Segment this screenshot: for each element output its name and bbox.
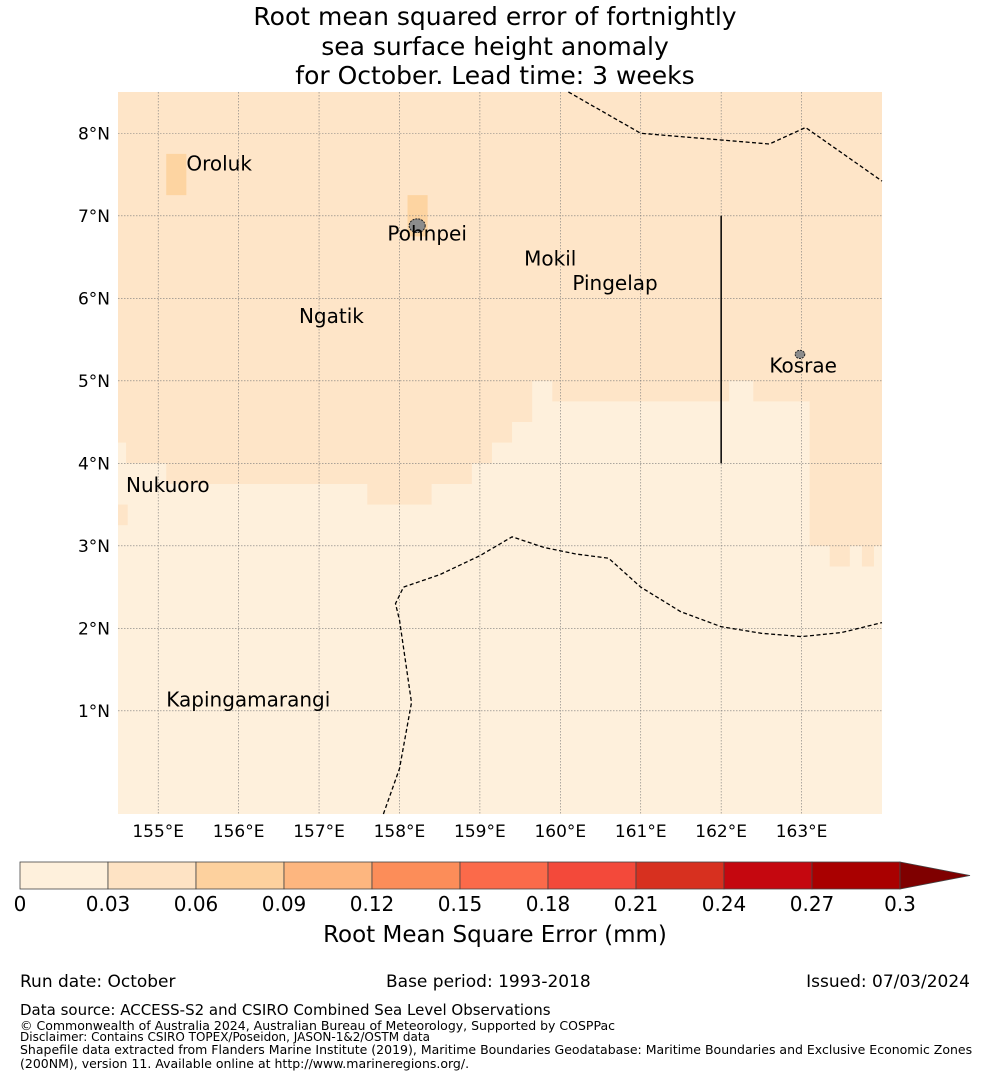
colorbar-swatch (107, 861, 197, 890)
colorbar-ticks: 0 0.03 0.06 0.09 0.12 0.15 0.18 0.21 0.24 0.27 0.3 (14, 892, 916, 916)
colorbar-swatch (459, 861, 549, 890)
lat-tick-label: 7°N (78, 207, 110, 227)
colorbar-swatch (547, 861, 637, 890)
lon-tick-label: 161°E (615, 822, 667, 842)
map-axis-ticks: 8°N 7°N 6°N 5°N 4°N 3°N 2°N 1°N 155°E 156°E 157°E 1… (78, 124, 827, 842)
lon-tick-label: 158°E (374, 822, 426, 842)
colorbar-swatch (635, 861, 725, 890)
lat-tick-label: 4°N (78, 454, 110, 474)
lon-tick-label: 155°E (132, 822, 184, 842)
lat-tick-label: 5°N (78, 372, 110, 392)
colorbar-swatch (283, 861, 373, 890)
shapefile-credit-line-1: Shapefile data extracted from Flanders M… (20, 1042, 973, 1057)
lon-tick-label: 162°E (695, 822, 747, 842)
place-label-kosrae: Kosrae (769, 354, 837, 378)
lat-tick-label: 1°N (78, 702, 110, 722)
colorbar-tick-label: 0.09 (262, 892, 307, 916)
map-boundaries (382, 91, 883, 815)
colorbar-swatch (195, 861, 285, 890)
map-field (118, 92, 882, 814)
lat-tick-label: 3°N (78, 537, 110, 557)
lat-tick-label: 6°N (78, 289, 110, 309)
base-period: Base period: 1993-2018 (386, 972, 591, 992)
lat-tick-label: 2°N (78, 619, 110, 639)
colorbar-tick-label: 0 (14, 892, 27, 916)
data-source: Data source: ACCESS-S2 and CSIRO Combine… (20, 1001, 551, 1019)
lon-tick-label: 156°E (213, 822, 265, 842)
field-mid-edge (118, 504, 128, 526)
field-high-cell (166, 153, 187, 196)
island-pohnpei (408, 218, 426, 234)
lat-tick-label: 8°N (78, 124, 110, 144)
colorbar-tick-label: 0.06 (174, 892, 219, 916)
issued-date: Issued: 07/03/2024 (806, 972, 970, 992)
copyright: © Commonwealth of Australia 2024, Austra… (20, 1018, 615, 1033)
colorbar-extend-arrow (899, 861, 971, 890)
colorbar-tick-label: 0.27 (790, 892, 835, 916)
disclaimer: Disclaimer: Contains CSIRO TOPEX/Poseido… (20, 1030, 430, 1044)
lon-tick-label: 163°E (776, 822, 828, 842)
place-label-oroluk: Oroluk (186, 151, 252, 175)
lon-tick-label: 157°E (293, 822, 345, 842)
lon-tick-label: 160°E (534, 822, 586, 842)
place-label-pohnpei: Pohnpei (387, 222, 467, 246)
title-line-2: sea surface height anomaly (321, 31, 669, 61)
colorbar-swatch (723, 861, 813, 890)
eez-boundary-north (568, 91, 883, 182)
colorbar-tick-label: 0.15 (438, 892, 483, 916)
colorbar-tick-label: 0.24 (702, 892, 747, 916)
map-islands (408, 218, 806, 359)
colorbar: 0 0.03 0.06 0.09 0.12 0.15 0.18 0.21 0.24 0.27 0.3 (14, 861, 971, 916)
map-title: Root mean squared error of fortnightly s… (0, 2, 990, 91)
place-label-ngatik: Ngatik (299, 304, 364, 328)
field-mid (118, 92, 882, 567)
colorbar-swatch (811, 861, 901, 890)
map-gridlines (118, 92, 882, 814)
eez-boundary-south (382, 536, 883, 815)
place-label-mokil: Mokil (524, 246, 576, 270)
place-label-nukuoro: Nukuoro (126, 473, 210, 497)
run-date: Run date: October (20, 972, 176, 992)
title-line-3: for October. Lead time: 3 weeks (295, 61, 695, 90)
colorbar-tick-label: 0.3 (884, 892, 916, 916)
colorbar-tick-label: 0.12 (350, 892, 395, 916)
colorbar-tick-label: 0.21 (614, 892, 659, 916)
title-line-1: Root mean squared error of fortnightly (253, 2, 737, 31)
colorbar-tick-label: 0.03 (86, 892, 131, 916)
lon-tick-label: 159°E (454, 822, 506, 842)
colorbar-tick-label: 0.18 (526, 892, 571, 916)
place-label-pingelap: Pingelap (572, 271, 657, 295)
colorbar-label: Root Mean Square Error (mm) (323, 922, 667, 948)
place-label-kapingamarangi: Kapingamarangi (166, 688, 330, 712)
colorbar-swatches (19, 861, 971, 890)
colorbar-swatch (371, 861, 461, 890)
island-kosrae (794, 349, 806, 359)
colorbar-swatch (19, 861, 109, 890)
shapefile-credit-line-2: (200NM), version 11. Available online at… (20, 1056, 470, 1071)
